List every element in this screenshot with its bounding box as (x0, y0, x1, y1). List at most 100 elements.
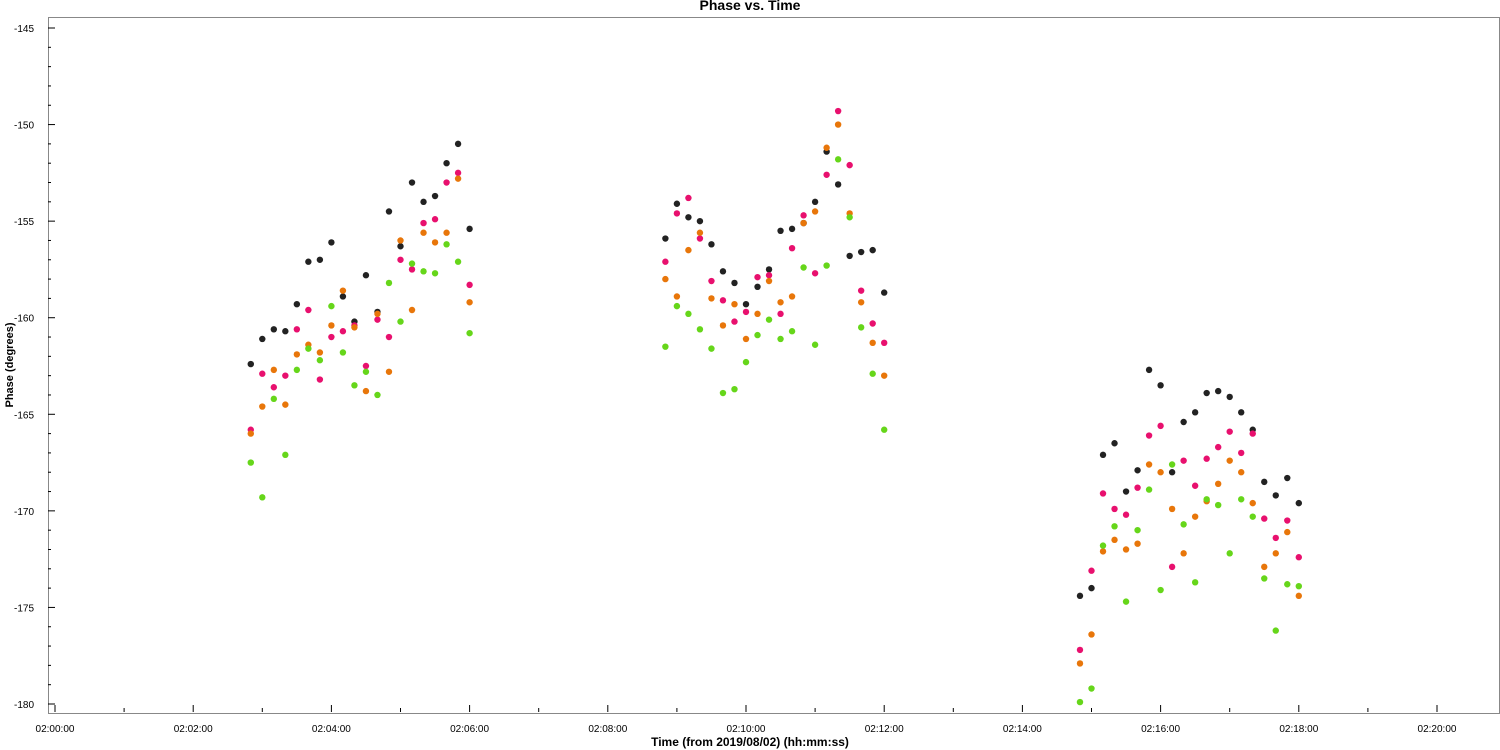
data-point (374, 310, 381, 318)
data-point (293, 326, 301, 333)
data-point (1157, 422, 1164, 430)
data-point (1099, 542, 1107, 549)
data-point (662, 258, 669, 265)
data-point (454, 258, 462, 265)
data-point (685, 310, 692, 318)
data-point (443, 179, 450, 186)
data-point (1214, 501, 1222, 509)
y-tick-label: -180 (14, 700, 34, 711)
data-point (270, 366, 278, 374)
data-point (247, 459, 254, 466)
y-tick-label: -145 (14, 24, 34, 35)
data-point (259, 494, 266, 501)
data-point (1191, 482, 1199, 489)
x-tick-label: 02:06:00 (450, 724, 489, 735)
data-point (1295, 582, 1303, 590)
data-point (788, 244, 796, 252)
data-point (1238, 449, 1245, 457)
data-point (316, 256, 324, 263)
data-point (719, 389, 727, 397)
data-point (1226, 457, 1233, 464)
data-point (454, 140, 462, 148)
data-point (316, 349, 324, 356)
data-point (270, 384, 278, 391)
y-tick-label: -165 (14, 410, 34, 421)
x-tick-label: 02:16:00 (1141, 724, 1180, 735)
data-point (708, 345, 715, 352)
data-point (1145, 461, 1153, 468)
data-point (857, 287, 865, 294)
y-tick-label: -150 (14, 121, 34, 132)
data-point (351, 382, 358, 389)
data-point (408, 306, 416, 314)
data-point (846, 252, 853, 260)
data-point (1099, 548, 1107, 555)
data-point (1214, 443, 1222, 451)
data-point (1111, 440, 1118, 447)
data-point (328, 333, 335, 341)
data-point (454, 169, 462, 177)
data-point (719, 297, 727, 304)
data-point (857, 299, 865, 306)
data-point (1180, 550, 1187, 557)
data-point (1203, 455, 1210, 462)
data-point (1111, 505, 1118, 513)
data-point (1295, 592, 1303, 600)
data-point (811, 270, 819, 277)
data-point (765, 272, 773, 279)
data-point (397, 237, 404, 244)
data-point (270, 395, 278, 403)
data-point (1226, 393, 1233, 401)
data-point (339, 328, 347, 335)
data-point (1134, 467, 1141, 474)
data-point (1088, 685, 1095, 692)
data-point (708, 241, 715, 248)
data-point (673, 200, 681, 207)
data-point (305, 306, 312, 314)
data-point (1261, 563, 1268, 571)
data-point (731, 385, 738, 393)
data-point (731, 318, 738, 325)
data-point (420, 198, 427, 206)
data-point (788, 328, 796, 335)
x-tick-label: 02:12:00 (865, 724, 904, 735)
data-point (846, 214, 853, 221)
y-tick-label: -175 (14, 603, 34, 614)
data-point (1145, 432, 1153, 439)
data-point (293, 351, 301, 358)
data-point (374, 391, 381, 399)
data-point (777, 310, 784, 318)
data-point (869, 246, 876, 254)
data-point (1168, 469, 1176, 476)
data-point (1191, 579, 1199, 586)
data-point (662, 235, 669, 242)
data-point (1191, 409, 1199, 416)
data-point (305, 345, 312, 352)
data-point (1122, 546, 1130, 553)
data-point (742, 300, 750, 308)
data-point (1157, 586, 1164, 594)
data-point (293, 300, 301, 308)
data-point (1180, 457, 1187, 464)
data-point (662, 343, 669, 350)
data-point (834, 156, 842, 163)
data-point (362, 362, 370, 370)
x-tick-label: 02:20:00 (1418, 724, 1457, 735)
data-point (662, 275, 669, 283)
data-point (881, 289, 888, 296)
data-point (270, 326, 278, 333)
data-point (788, 225, 796, 233)
data-point (788, 293, 796, 300)
data-point (869, 320, 876, 327)
y-tick-label: -160 (14, 314, 34, 325)
data-point (339, 287, 347, 294)
data-point (1122, 511, 1130, 518)
data-point (466, 329, 473, 337)
data-point (1295, 554, 1303, 561)
data-point (282, 372, 289, 379)
data-point (857, 248, 865, 256)
data-point (385, 279, 393, 287)
data-point (443, 229, 450, 236)
data-point (282, 401, 289, 408)
